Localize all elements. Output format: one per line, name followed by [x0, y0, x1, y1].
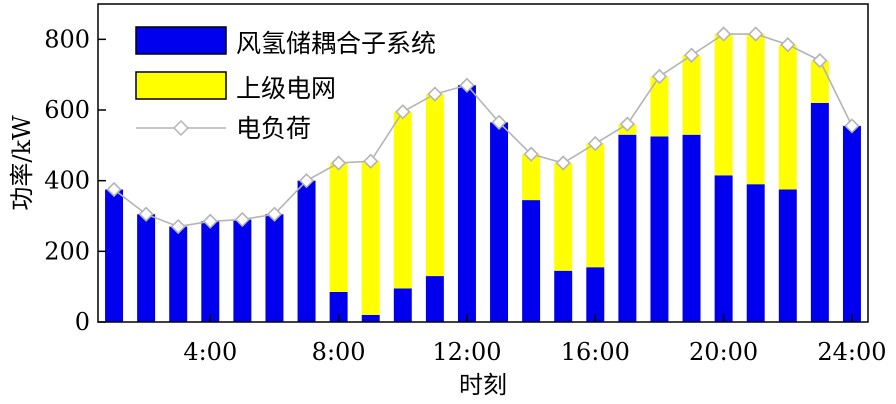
bar-wind-hydrogen-4	[201, 221, 220, 322]
load-point-20	[715, 26, 732, 42]
bar-grid-8	[329, 163, 348, 292]
load-point-8	[330, 155, 347, 171]
bar-wind-hydrogen-5	[233, 219, 252, 322]
bar-wind-hydrogen-19	[682, 134, 701, 322]
bar-wind-hydrogen-18	[650, 136, 669, 322]
bar-grid-18	[650, 76, 669, 137]
bar-grid-19	[682, 55, 701, 135]
bar-wind-hydrogen-12	[457, 85, 476, 323]
legend: 风氢储耦合子系统 上级电网 电负荷	[135, 26, 436, 143]
axes-layer	[97, 3, 869, 323]
bar-wind-hydrogen-20	[714, 175, 733, 322]
bar-grid-15	[554, 163, 573, 271]
line-layer	[106, 26, 860, 235]
y-tick-label-200: 200	[44, 237, 90, 265]
bar-grid-14	[522, 154, 541, 201]
legend-swatch-series-0	[135, 26, 227, 55]
bar-grid-16	[586, 143, 605, 268]
bar-wind-hydrogen-17	[618, 134, 637, 322]
load-point-19	[683, 47, 700, 63]
bar-wind-hydrogen-1	[105, 189, 124, 322]
y-tick-label-400: 400	[44, 167, 90, 195]
y-tick-label-800: 800	[44, 25, 90, 53]
load-point-4	[202, 213, 218, 229]
x-axis-title: 时刻	[459, 371, 507, 399]
load-point-22	[780, 37, 796, 53]
load-point-2	[138, 206, 154, 222]
legend-marker-series-2	[172, 119, 190, 137]
y-tick-label-600: 600	[44, 96, 90, 124]
bar-wind-hydrogen-3	[169, 226, 188, 322]
bar-wind-hydrogen-10	[393, 288, 412, 322]
bar-wind-hydrogen-16	[586, 267, 605, 322]
load-point-15	[555, 155, 571, 171]
bar-grid-11	[425, 94, 444, 277]
x-tick-label-12: 12:00	[432, 338, 501, 366]
x-tick-label-4: 4:00	[183, 338, 237, 366]
bar-grid-21	[746, 34, 765, 185]
load-point-1	[106, 181, 122, 198]
bar-grid-10	[393, 111, 412, 289]
bar-wind-hydrogen-24	[842, 125, 861, 323]
bars-layer	[105, 34, 861, 323]
bar-grid-9	[361, 161, 380, 315]
bar-wind-hydrogen-23	[810, 102, 829, 323]
bar-wind-hydrogen-14	[522, 200, 541, 322]
load-point-16	[587, 135, 603, 152]
x-tick-label-8: 8:00	[312, 338, 366, 366]
x-tick-label-16: 16:00	[561, 338, 630, 366]
bar-wind-hydrogen-13	[490, 122, 509, 323]
load-point-11	[427, 86, 443, 102]
load-line	[113, 33, 853, 228]
legend-label-series-1: 上级电网	[236, 74, 336, 103]
bar-grid-20	[714, 34, 733, 176]
load-point-24	[844, 118, 860, 134]
load-point-9	[363, 153, 379, 169]
bar-wind-hydrogen-11	[425, 276, 444, 322]
load-point-6	[266, 206, 283, 222]
bar-wind-hydrogen-7	[297, 180, 316, 322]
legend-label-series-0: 风氢储耦合子系统	[236, 29, 436, 58]
bar-wind-hydrogen-8	[329, 291, 348, 322]
legend-label-series-2: 电负荷	[236, 114, 311, 143]
y-tick-label-0: 0	[75, 308, 90, 336]
load-point-13	[491, 114, 507, 130]
ticks-layer: 0 200 400 600 800 4:00 8:00 12:00 16:00 20:00 24:0…	[44, 25, 886, 366]
plot-frame	[97, 3, 869, 323]
load-point-21	[748, 26, 764, 42]
load-point-7	[298, 173, 315, 189]
load-point-3	[170, 218, 186, 235]
load-point-5	[234, 211, 251, 228]
bar-wind-hydrogen-6	[265, 214, 284, 322]
bar-wind-hydrogen-9	[361, 314, 380, 322]
load-point-17	[619, 116, 636, 132]
load-point-10	[395, 104, 411, 120]
bar-wind-hydrogen-15	[554, 270, 573, 322]
y-axis-title: 功率/kW	[8, 115, 36, 211]
legend-swatch-series-1	[135, 71, 227, 100]
bar-wind-hydrogen-2	[137, 214, 156, 322]
bar-wind-hydrogen-21	[746, 184, 765, 322]
bar-wind-hydrogen-22	[778, 189, 797, 322]
bar-grid-22	[778, 44, 797, 190]
load-point-12	[459, 77, 475, 93]
load-point-14	[523, 146, 539, 162]
load-point-23	[812, 52, 828, 69]
x-tick-label-20: 20:00	[689, 338, 758, 366]
load-point-18	[651, 68, 668, 85]
x-tick-label-24: 24:00	[817, 338, 886, 366]
